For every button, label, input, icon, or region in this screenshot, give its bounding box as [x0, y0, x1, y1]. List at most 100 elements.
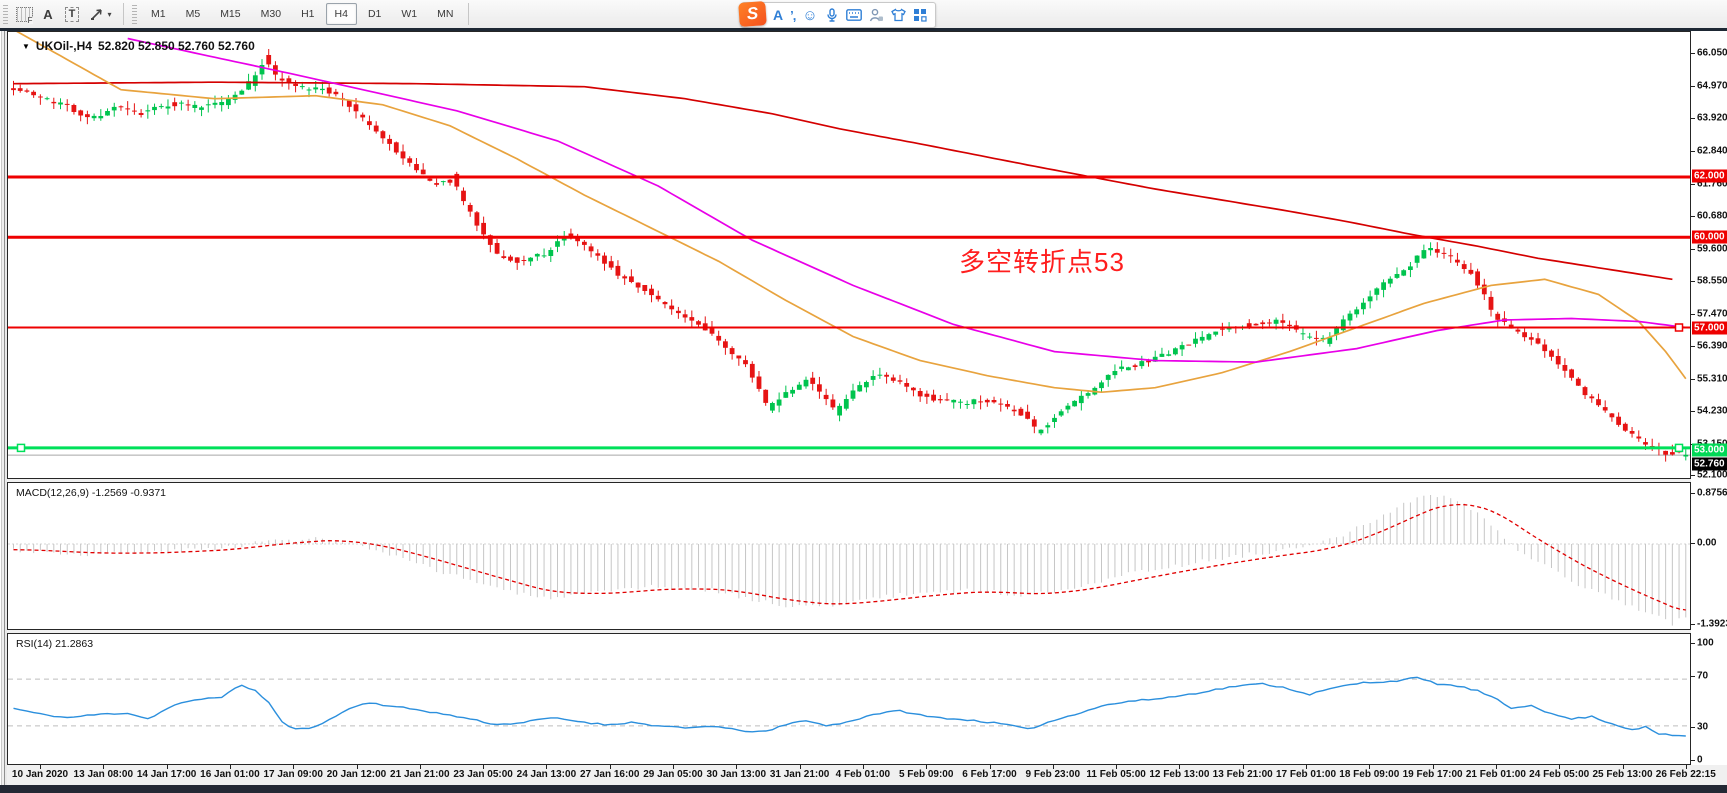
tf-button-m30[interactable]: M30 [260, 8, 282, 20]
rsi-tick-label: 100 [1697, 637, 1714, 649]
price-axis-background [1691, 31, 1727, 765]
tf-button-m15[interactable]: M15 [220, 8, 241, 20]
price-tick-label: 60.680 [1697, 210, 1727, 222]
ime-emoji-icon[interactable]: ☺ [802, 6, 818, 24]
time-tick-mark [926, 765, 928, 769]
time-tick-label: 17 Jan 09:00 [263, 769, 323, 780]
rsi-tick-label: 70 [1697, 670, 1709, 682]
price-tick-mark [1691, 281, 1695, 282]
symbol-timeframe-label: UKOil-,H4 [35, 39, 92, 53]
time-tick-mark [483, 765, 485, 769]
time-tick-label: 6 Feb 17:00 [962, 769, 1017, 780]
time-tick-mark [799, 765, 801, 769]
time-tick-mark [1116, 765, 1118, 769]
price-tick-label: 56.390 [1697, 340, 1727, 352]
ohlc-values: 52.820 52.850 52.760 52.760 [97, 39, 255, 53]
time-tick-mark [356, 765, 358, 769]
time-tick-label: 13 Feb 21:00 [1212, 769, 1273, 780]
time-tick-mark [40, 765, 41, 769]
ime-toolbox-icon[interactable] [913, 8, 927, 22]
price-tick-label: 57.470 [1697, 308, 1727, 320]
price-tick-label: 61.760 [1697, 178, 1727, 190]
sogou-ime-bar: S A ’, ☺ [738, 1, 936, 28]
time-tick-mark [1369, 765, 1371, 769]
time-tick-mark [1559, 765, 1561, 769]
price-tick-mark [1691, 53, 1695, 54]
diagonal-arrow-icon [91, 9, 103, 20]
tf-button-h1[interactable]: H1 [301, 8, 315, 20]
macd-tick-mark [1691, 543, 1695, 544]
toolbar-grip[interactable] [3, 4, 8, 24]
ime-account-icon[interactable] [869, 8, 884, 22]
rsi-tick-mark [1691, 727, 1695, 728]
time-tick-mark [293, 765, 295, 769]
time-tick-mark [736, 765, 738, 769]
macd-tick-mark [1691, 493, 1695, 494]
price-tick-mark [1691, 86, 1695, 87]
price-tick-mark [1691, 379, 1695, 380]
ime-skin-icon[interactable] [890, 8, 906, 22]
time-tick-label: 11 Feb 05:00 [1086, 769, 1146, 780]
price-tick-mark [1691, 411, 1695, 412]
time-tick-label: 14 Jan 17:00 [136, 769, 197, 780]
time-tick-mark [546, 765, 548, 769]
time-tick-label: 21 Feb 01:00 [1465, 769, 1526, 780]
price-level-badge: 60.000 [1692, 230, 1727, 244]
sogou-logo-icon[interactable]: S [738, 1, 767, 27]
price-tick-mark [1691, 184, 1695, 185]
price-tick-mark [1691, 151, 1695, 152]
time-tick-mark [229, 765, 231, 769]
time-tick-mark [1495, 765, 1497, 769]
time-tick-mark [609, 765, 611, 769]
time-tick-label: 24 Jan 13:00 [516, 769, 577, 780]
time-tick-mark [989, 765, 991, 769]
tf-button-m1[interactable]: M1 [151, 8, 166, 20]
ime-language-icon[interactable]: A [773, 7, 784, 23]
price-tick-label: 64.970 [1697, 80, 1727, 92]
price-level-badge: 53.000 [1692, 443, 1727, 457]
time-tick-label: 18 Feb 09:00 [1339, 769, 1400, 780]
arrow-label-tool-icon[interactable]: A [43, 6, 53, 22]
price-level-badge: 57.000 [1692, 321, 1727, 335]
tf-button-m5[interactable]: M5 [185, 8, 201, 20]
time-tick-label: 30 Jan 13:00 [706, 769, 767, 780]
time-tick-label: 4 Feb 01:00 [835, 769, 891, 780]
rsi-tick-mark [1691, 760, 1695, 761]
time-tick-label: 10 Jan 2020 [11, 769, 69, 780]
timeframe-bar: M1 M5 M15 M30 H1 H4 D1 W1 MN [141, 3, 463, 25]
macd-label: MACD(12,26,9) -1.2569 -0.9371 [16, 487, 166, 499]
macd-tick-label: -1.3923 [1697, 618, 1727, 630]
tf-button-mn[interactable]: MN [437, 8, 454, 20]
macd-tick-label: 0.00 [1697, 537, 1717, 549]
rsi-tick-mark [1691, 676, 1695, 677]
price-tick-label: 54.230 [1697, 405, 1727, 417]
shapes-tool-icon[interactable]: ▾ [84, 3, 118, 25]
text-tool-icon[interactable]: T [60, 3, 84, 25]
macd-tick-mark [1691, 624, 1695, 625]
ime-microphone-icon[interactable] [825, 7, 839, 23]
time-tick-label: 16 Jan 01:00 [200, 769, 260, 780]
macd-tick-label: 0.8756 [1697, 487, 1727, 499]
grid-f-tool-icon[interactable]: F [12, 3, 36, 25]
timeframe-grip[interactable] [132, 4, 137, 24]
ime-keyboard-icon[interactable] [845, 9, 862, 21]
tf-button-w1[interactable]: W1 [401, 8, 418, 20]
price-tick-mark [1691, 475, 1695, 476]
price-tick-label: 66.050 [1697, 47, 1727, 59]
time-tick-mark [1179, 765, 1181, 769]
toolbar-separator [468, 3, 470, 25]
rsi-pane[interactable]: RSI(14) 21.2863 [7, 633, 1691, 765]
time-tick-mark [166, 765, 168, 769]
macd-pane[interactable]: MACD(12,26,9) -1.2569 -0.9371 [7, 482, 1691, 630]
ime-punctuation-icon[interactable]: ’, [790, 7, 796, 23]
chart-title: ▼ UKOil-,H4 52.820 52.850 52.760 52.760 [22, 39, 255, 53]
collapse-arrow-icon[interactable]: ▼ [22, 41, 30, 51]
time-tick-mark [103, 765, 105, 769]
tf-button-h4[interactable]: H4 [325, 3, 357, 25]
tf-button-d1[interactable]: D1 [367, 8, 382, 20]
toolbar-separator [123, 3, 124, 25]
rsi-tick-mark [1691, 643, 1695, 644]
time-tick-mark [1622, 765, 1624, 769]
main-chart-pane[interactable]: ▼ UKOil-,H4 52.820 52.850 52.760 52.760 … [7, 31, 1691, 479]
window-top-edge [0, 28, 1727, 31]
